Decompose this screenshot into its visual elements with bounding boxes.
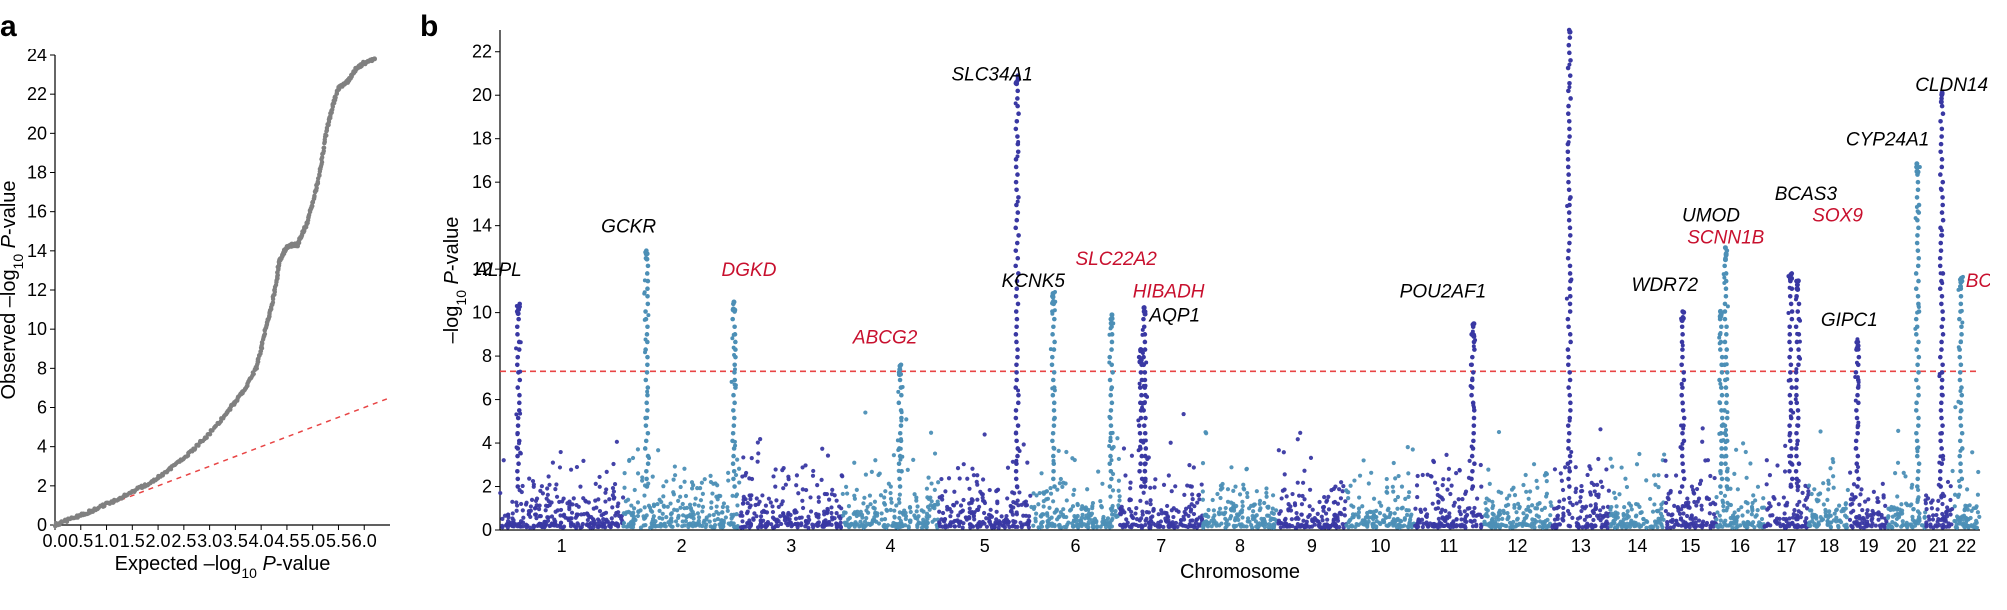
svg-text:1: 1	[557, 536, 567, 556]
svg-text:22: 22	[472, 42, 492, 62]
svg-text:22: 22	[1956, 536, 1976, 556]
svg-text:17: 17	[1776, 536, 1796, 556]
svg-text:19: 19	[1859, 536, 1879, 556]
gene-label-cyp24a1: CYP24A1	[1846, 130, 1929, 151]
svg-text:16: 16	[1730, 536, 1750, 556]
svg-text:10: 10	[27, 319, 47, 339]
gene-label-gckr: GCKR	[601, 217, 656, 238]
svg-text:3.0: 3.0	[197, 531, 222, 551]
svg-text:16: 16	[27, 202, 47, 222]
svg-text:2: 2	[37, 476, 47, 496]
svg-text:1.5: 1.5	[120, 531, 145, 551]
svg-text:14: 14	[27, 241, 47, 261]
gene-label-bcas3: BCAS3	[1775, 184, 1838, 205]
svg-text:1.0: 1.0	[94, 531, 119, 551]
gene-label-alpl: ALPL	[474, 260, 521, 281]
svg-text:4: 4	[482, 433, 492, 453]
gene-label-kcnk5: KCNK5	[1002, 271, 1066, 292]
gene-label-aqp1: AQP1	[1148, 306, 1200, 327]
svg-text:18: 18	[472, 129, 492, 149]
svg-text:–log10 P-value: –log10 P-value	[441, 217, 469, 344]
gene-label-dgkd: DGKD	[722, 260, 777, 281]
svg-text:8: 8	[1235, 536, 1245, 556]
svg-text:6.0: 6.0	[352, 531, 377, 551]
svg-text:12: 12	[27, 280, 47, 300]
svg-text:21: 21	[1929, 536, 1949, 556]
svg-text:16: 16	[472, 172, 492, 192]
svg-text:3.5: 3.5	[223, 531, 248, 551]
svg-text:18: 18	[27, 163, 47, 183]
svg-text:Chromosome: Chromosome	[1180, 561, 1300, 583]
svg-text:0.0: 0.0	[42, 531, 67, 551]
svg-text:24: 24	[27, 49, 47, 65]
gene-label-umod: UMOD	[1682, 206, 1740, 227]
panel-a-label: a	[0, 10, 17, 44]
svg-text:18: 18	[1819, 536, 1839, 556]
gene-label-sox9: SOX9	[1812, 206, 1863, 227]
svg-text:15: 15	[1680, 536, 1700, 556]
svg-text:11: 11	[1440, 536, 1459, 556]
svg-text:Expected –log10 P-value: Expected –log10 P-value	[115, 553, 331, 580]
svg-text:6: 6	[482, 390, 492, 410]
svg-text:9: 9	[1307, 536, 1317, 556]
svg-text:20: 20	[1896, 536, 1916, 556]
gene-label-slc34a1: SLC34A1	[951, 64, 1032, 85]
svg-text:5.5: 5.5	[326, 531, 351, 551]
gene-label-bcr: BCR	[1966, 271, 1990, 292]
svg-text:6: 6	[1071, 536, 1081, 556]
svg-text:0.5: 0.5	[68, 531, 93, 551]
svg-text:14: 14	[1627, 536, 1647, 556]
gene-label-pou2af1: POU2AF1	[1400, 282, 1487, 303]
svg-text:2: 2	[482, 477, 492, 497]
svg-text:Observed –log10 P-value: Observed –log10 P-value	[0, 180, 26, 399]
panel-b-label: b	[420, 10, 438, 44]
svg-text:20: 20	[472, 85, 492, 105]
svg-text:6: 6	[37, 398, 47, 418]
qq-plot: 0246810121416182022240.00.51.01.52.02.53…	[0, 49, 400, 580]
svg-text:2.5: 2.5	[171, 531, 196, 551]
svg-text:3: 3	[786, 536, 796, 556]
svg-text:5: 5	[980, 536, 990, 556]
svg-text:22: 22	[27, 84, 47, 104]
gene-label-gipc1: GIPC1	[1821, 310, 1878, 331]
svg-text:0: 0	[482, 520, 492, 540]
gene-label-wdr72: WDR72	[1632, 275, 1699, 296]
svg-text:14: 14	[472, 216, 492, 236]
gene-label-scnn1b: SCNN1B	[1687, 227, 1764, 248]
svg-text:4.5: 4.5	[274, 531, 299, 551]
svg-text:20: 20	[27, 123, 47, 143]
svg-text:4.0: 4.0	[249, 531, 274, 551]
svg-text:12: 12	[1507, 536, 1527, 556]
gene-label-abcg2: ABCG2	[852, 327, 918, 348]
svg-text:10: 10	[1370, 536, 1390, 556]
svg-text:10: 10	[472, 303, 492, 323]
manhattan-plot: 0246810121416182022–log10 P-value1234567…	[438, 26, 1990, 588]
gene-label-cldn14: CLDN14	[1915, 75, 1988, 96]
svg-text:4: 4	[37, 437, 47, 457]
svg-text:5.0: 5.0	[300, 531, 325, 551]
svg-text:13: 13	[1571, 536, 1591, 556]
svg-text:8: 8	[482, 346, 492, 366]
svg-text:8: 8	[37, 358, 47, 378]
svg-text:2.0: 2.0	[146, 531, 171, 551]
svg-text:2: 2	[677, 536, 687, 556]
figure-container: a b 0246810121416182022240.00.51.01.52.0…	[0, 0, 2007, 610]
svg-text:4: 4	[886, 536, 896, 556]
gene-label-slc22a2: SLC22A2	[1076, 249, 1158, 270]
gene-label-hibadh: HIBADH	[1133, 282, 1205, 303]
svg-text:7: 7	[1156, 536, 1166, 556]
